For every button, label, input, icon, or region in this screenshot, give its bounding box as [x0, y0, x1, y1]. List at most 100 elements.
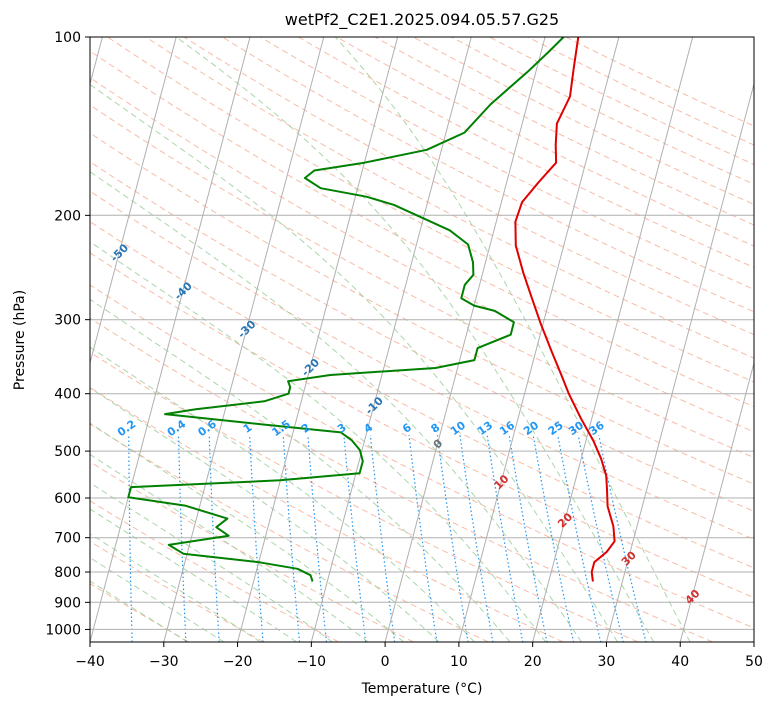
mixing-ratio-line [208, 435, 220, 642]
moist-adiabat [90, 422, 404, 642]
mixing-ratio-line [486, 435, 524, 642]
y-tick-label: 1000 [45, 622, 81, 638]
mixing-ratio-label: 0.2 [115, 417, 138, 439]
mixing-ratio-label: 13 [475, 419, 495, 438]
y-tick-label: 300 [54, 313, 81, 329]
mixing-ratio-line [408, 435, 438, 642]
mixing-ratio-line [436, 435, 469, 642]
moist-adiabat [90, 508, 297, 642]
dry-adiabat [90, 104, 754, 459]
isotherm-label: -70 [0, 165, 4, 188]
mixing-ratio-line [307, 435, 328, 642]
x-tick-label: −30 [149, 654, 179, 670]
mixing-ratio-line [459, 435, 494, 642]
moist-adiabat [90, 453, 369, 642]
moist-adiabat [176, 37, 655, 642]
dry-adiabat [565, 37, 754, 127]
x-tick-label: 30 [597, 654, 615, 670]
moist-adiabat [90, 533, 261, 642]
isotherm-line [679, 360, 754, 642]
plot-frame [89, 36, 755, 643]
dry-adiabat [90, 132, 754, 485]
mixing-ratio-label: 4 [362, 421, 376, 436]
mixing-ratio-label: 16 [497, 418, 517, 438]
isotherm-label: -50 [108, 241, 131, 264]
dry-adiabat [90, 161, 754, 512]
y-tick-label: 200 [54, 208, 81, 224]
mixing-ratio-label: 0.1 [68, 417, 91, 439]
dry-adiabat [527, 37, 754, 146]
isotherm-line [384, 37, 546, 642]
isotherm-line [605, 81, 754, 642]
mixing-ratio-line [557, 435, 602, 642]
isotherm-line [753, 640, 754, 642]
x-tick-label: 20 [524, 654, 542, 670]
mixing-ratio-line [532, 435, 575, 642]
isotherm-line [310, 37, 472, 642]
y-tick-label: 900 [54, 595, 81, 611]
dry-adiabat [90, 252, 754, 599]
moist-adiabat [90, 580, 188, 642]
y-axis-label: Pressure (hPa) [12, 290, 28, 390]
isotherm-label: -30 [235, 317, 258, 340]
dry-adiabat [90, 221, 754, 569]
moist-adiabat [90, 346, 475, 642]
moist-adiabat [90, 83, 618, 642]
moist-adiabat [90, 298, 511, 642]
dry-adiabat [90, 77, 754, 433]
isotherm-line [90, 37, 251, 642]
mixing-ratio-line [249, 435, 264, 642]
isotherm-label: 40 [683, 587, 703, 607]
x-tick-label: −20 [223, 654, 253, 670]
dry-adiabat [90, 284, 754, 629]
isotherm-line [458, 37, 620, 642]
moist-adiabat [334, 37, 691, 642]
dewpoint-profile-line [127, 37, 565, 582]
dry-adiabat [107, 37, 754, 383]
isotherm-line [237, 37, 399, 642]
moist-adiabat [90, 171, 582, 642]
moist-adiabat [90, 482, 333, 642]
isotherm-line [90, 37, 177, 365]
mixing-ratio-label: 0.6 [195, 417, 219, 439]
isotherm-label: 30 [619, 548, 639, 568]
dry-adiabat [90, 540, 265, 642]
isotherm-label: 10 [492, 472, 512, 492]
dry-adiabat [90, 317, 713, 642]
y-tick-label: 700 [54, 531, 81, 547]
isotherm-line [532, 37, 694, 642]
dry-adiabat [90, 461, 414, 642]
isotherm-label: -40 [172, 279, 195, 302]
mixing-ratio-line [177, 435, 187, 642]
x-tick-label: −10 [297, 654, 327, 670]
mixing-ratio-line [508, 435, 548, 642]
x-tick-label: 0 [381, 654, 390, 670]
dry-adiabat [90, 582, 190, 642]
y-tick-label: 800 [54, 565, 81, 581]
mixing-ratio-line [81, 435, 82, 654]
y-tick-label: 400 [54, 387, 81, 403]
mixing-ratio-label: 3 [335, 421, 349, 436]
mixing-ratio-label: 20 [521, 418, 541, 438]
x-axis-label: Temperature (°C) [361, 681, 483, 697]
y-tick-label: 600 [54, 491, 81, 507]
dry-adiabat [298, 37, 754, 268]
temperature-profile-line [514, 37, 616, 582]
x-tick-label: 50 [745, 654, 763, 670]
y-tick-label: 100 [54, 30, 81, 46]
mixing-ratio-line [128, 435, 133, 642]
dry-adiabat [90, 386, 564, 642]
isotherm-label: -10 [363, 394, 386, 417]
mixing-ratio-line [369, 435, 396, 642]
dry-adiabat [90, 190, 754, 540]
mixing-ratio-label: 25 [546, 419, 566, 438]
y-tick-label: 500 [54, 444, 81, 460]
x-tick-label: 40 [671, 654, 689, 670]
chart-title: wetPf2_C2E1.2025.094.05.57.G25 [284, 10, 560, 29]
x-tick-label: 10 [450, 654, 468, 670]
mixing-ratio-line [598, 435, 647, 642]
dry-adiabat [412, 37, 754, 205]
mixing-ratio-line [577, 435, 624, 642]
x-tick-label: −40 [75, 654, 105, 670]
